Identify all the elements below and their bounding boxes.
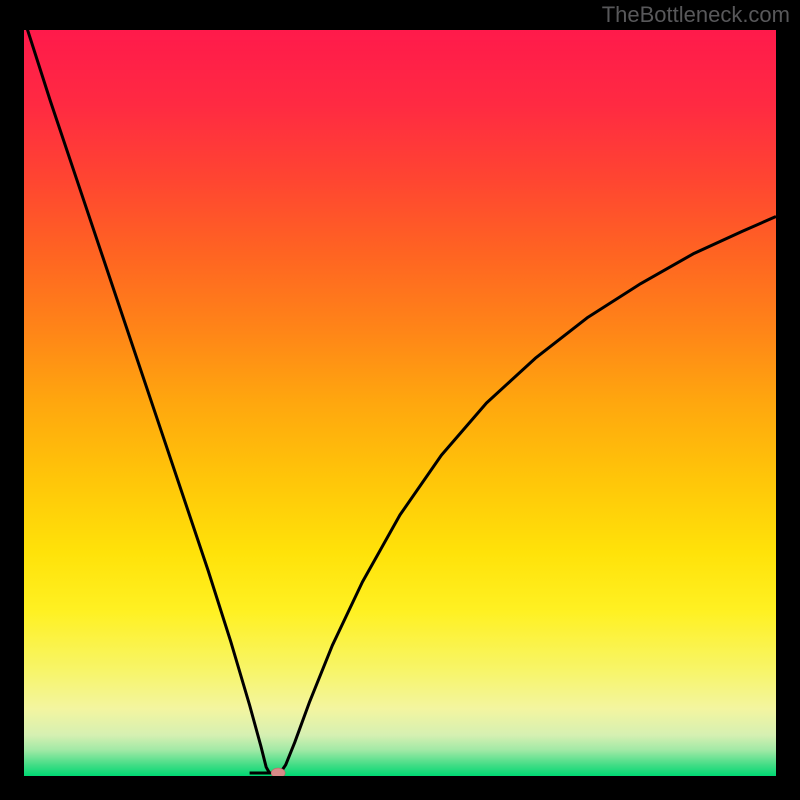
gradient-background [24,30,776,776]
watermark-text: TheBottleneck.com [602,2,790,28]
chart-plot [24,30,776,776]
minimum-marker [271,768,285,776]
